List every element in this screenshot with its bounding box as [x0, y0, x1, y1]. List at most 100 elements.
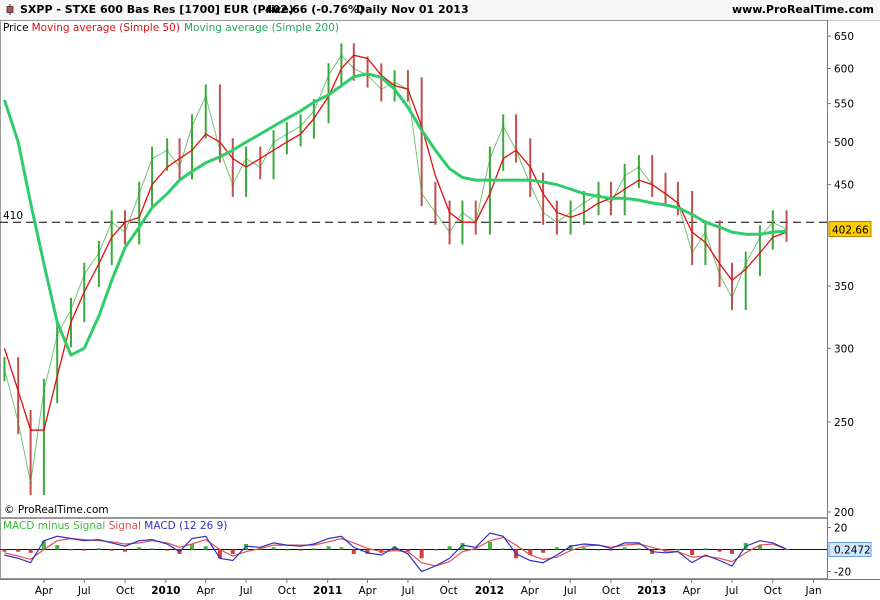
macd-histogram-bar [230, 549, 235, 554]
macd-histogram-bar [622, 547, 627, 550]
macd-histogram-bar [165, 549, 170, 551]
time-tick-label: Jul [401, 585, 415, 597]
price-point [285, 132, 289, 136]
price-point [190, 125, 194, 128]
price-layer: 410 [0, 43, 827, 496]
price-tick-label: 450 [834, 180, 854, 192]
macd-histogram-bar [351, 549, 356, 554]
macd-histogram-bar [68, 549, 73, 551]
macd-histogram-bar [16, 549, 21, 552]
legend-macd-diff: MACD minus Signal [3, 520, 106, 532]
macd-histogram-bar [528, 549, 533, 555]
price-point [178, 165, 181, 169]
time-tick-label: Jan [804, 585, 821, 597]
macd-histogram-bar [298, 549, 303, 551]
price-point [393, 80, 396, 84]
macd-histogram-bar [326, 546, 331, 550]
time-tick-label: Jul [563, 585, 577, 597]
macd-histogram-bar [339, 547, 344, 550]
macd-histogram-bar [2, 549, 7, 552]
price-point [771, 220, 774, 224]
price-tick-label: 250 [834, 417, 854, 429]
signal-line [4, 536, 787, 567]
price-point [3, 367, 6, 371]
price-point [529, 183, 532, 186]
last-price-box [828, 220, 872, 237]
macd-histogram-bar [419, 549, 424, 559]
price-point [448, 230, 451, 234]
price-point [204, 95, 207, 98]
price-legend: Price Moving average (Simple 50) Moving av… [3, 22, 343, 34]
price-point [704, 230, 707, 234]
time-tick-label: 2011 [313, 585, 342, 597]
macd-histogram-bar [405, 549, 410, 552]
time-tick-label: Apr [197, 585, 216, 597]
price-point [327, 74, 330, 77]
price-point [555, 220, 559, 224]
price-point [434, 211, 437, 214]
macd-histogram-bar [137, 547, 142, 550]
price-point [299, 125, 302, 128]
price-point [259, 165, 262, 169]
price-tick-label: 500 [834, 137, 854, 149]
chart-header: SXPP - STXE 600 Bas Res [1700] EUR (Pric… [0, 0, 880, 21]
macd-histogram-bar [284, 549, 289, 551]
macd-tick-label: -20 [834, 567, 851, 579]
price-point [83, 273, 86, 276]
time-tick-label: 2012 [475, 585, 504, 597]
price-point [488, 157, 492, 160]
time-tick-label: Jul [725, 585, 739, 597]
price-point [110, 220, 113, 224]
instrument-title: SXPP - STXE 600 Bas Res [1700] EUR (Pric… [20, 3, 294, 16]
ma200-line [3, 72, 787, 357]
macd-histogram-bar [150, 548, 155, 550]
price-point [340, 54, 343, 57]
price-point [16, 420, 20, 424]
macd-histogram-bar [541, 549, 546, 553]
price-point [138, 192, 141, 195]
macd-histogram-bar [189, 544, 194, 550]
time-tick-label: Oct [440, 585, 458, 597]
macd-histogram-bar [460, 542, 465, 550]
macd-histogram-bar [55, 545, 60, 550]
macd-histogram-bar [28, 549, 33, 553]
macd-histogram-bar [703, 548, 708, 550]
price-point [352, 67, 356, 70]
macd-histogram-bar [96, 548, 101, 550]
time-tick-label: 2013 [637, 585, 666, 597]
price-point [231, 183, 234, 186]
legend-price: Price [3, 22, 29, 34]
last-price-change: 402.66 (-0.76%) [265, 3, 365, 16]
legend-signal: Signal [108, 520, 141, 532]
axis-layer: 650 600 550 500 450 350 300 250 200 402.66 20 -20 0.… [35, 31, 872, 597]
macd-histogram-bar [501, 548, 506, 550]
macd-value-label: 0.2472 [834, 545, 871, 557]
macd-histogram-bar [636, 548, 641, 550]
ma50-line [3, 54, 787, 431]
price-point [218, 149, 222, 152]
macd-legend: MACD minus Signal Signal MACD (12 26 9) [3, 520, 227, 532]
price-point [461, 211, 464, 214]
price-point [150, 157, 154, 160]
time-tick-label: 2010 [151, 585, 180, 597]
price-tick-label: 300 [834, 343, 854, 355]
macd-histogram-bar [608, 549, 613, 551]
macd-histogram-bar [554, 547, 559, 550]
price-tick-label: 650 [834, 31, 854, 43]
macd-histogram-bar [675, 549, 680, 551]
time-tick-label: Oct [116, 585, 134, 597]
site-link[interactable]: www.ProRealTime.com [731, 3, 874, 16]
price-point [420, 192, 423, 195]
price-point [718, 273, 721, 276]
macd-histogram-bar [717, 549, 722, 552]
macd-histogram-bar [217, 549, 222, 559]
price-point [569, 211, 572, 214]
macd-histogram-bar [311, 548, 316, 550]
price-tick-label: 200 [834, 507, 854, 519]
macd-histogram-bar [757, 545, 762, 550]
macd-layer [0, 532, 827, 573]
macd-histogram-bar [433, 549, 438, 551]
macd-histogram-bar [596, 549, 601, 551]
time-tick-label: Apr [358, 585, 377, 597]
